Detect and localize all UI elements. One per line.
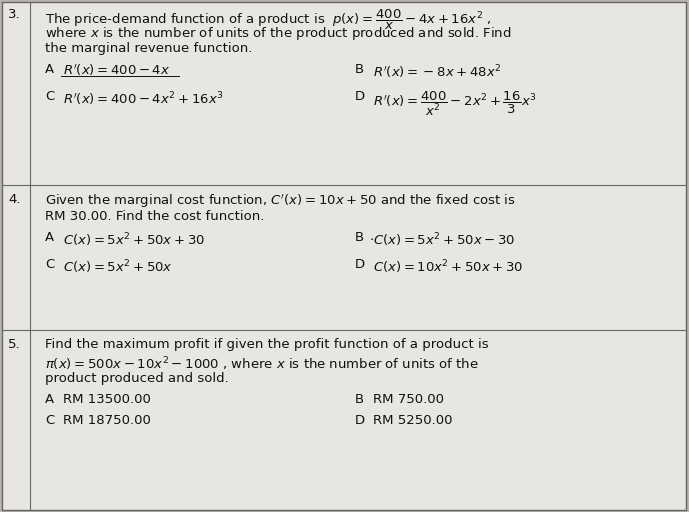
Text: Find the maximum profit if given the profit function of a product is: Find the maximum profit if given the pro…: [45, 338, 489, 351]
Text: C: C: [45, 90, 54, 103]
Text: $R'(x)=-8x+48x^2$: $R'(x)=-8x+48x^2$: [373, 63, 502, 80]
Text: RM 750.00: RM 750.00: [373, 393, 444, 406]
Text: $\cdot C(x)=5x^2+50x-30$: $\cdot C(x)=5x^2+50x-30$: [369, 231, 515, 249]
Text: RM 30.00. Find the cost function.: RM 30.00. Find the cost function.: [45, 210, 265, 223]
Text: $C(x)=10x^2+50x+30$: $C(x)=10x^2+50x+30$: [373, 258, 524, 275]
Text: B: B: [355, 393, 364, 406]
Text: RM 5250.00: RM 5250.00: [373, 414, 453, 427]
Text: $\pi(x)=500x-10x^2-1000$ , where $x$ is the number of units of the: $\pi(x)=500x-10x^2-1000$ , where $x$ is …: [45, 355, 479, 373]
Text: $R'(x)=\dfrac{400}{x^2}-2x^2+\dfrac{16}{3}x^3$: $R'(x)=\dfrac{400}{x^2}-2x^2+\dfrac{16}{…: [373, 90, 537, 118]
Text: D: D: [355, 258, 365, 271]
Text: RM 13500.00: RM 13500.00: [63, 393, 151, 406]
Text: 4.: 4.: [8, 193, 21, 206]
Text: $C(x)=5x^2+50x$: $C(x)=5x^2+50x$: [63, 258, 173, 275]
Text: the marginal revenue function.: the marginal revenue function.: [45, 42, 252, 55]
Text: product produced and sold.: product produced and sold.: [45, 372, 229, 385]
Text: Given the marginal cost function, $C'(x)=10x+50$ and the fixed cost is: Given the marginal cost function, $C'(x)…: [45, 193, 516, 210]
Text: A: A: [45, 63, 54, 76]
Text: The price-demand function of a product is  $p(x)=\dfrac{400}{x}-4x+16x^2$ ,: The price-demand function of a product i…: [45, 8, 491, 32]
Text: RM 18750.00: RM 18750.00: [63, 414, 151, 427]
Text: A: A: [45, 231, 54, 244]
Text: C: C: [45, 414, 54, 427]
Text: A: A: [45, 393, 54, 406]
Text: $R'(x)=400-4x$: $R'(x)=400-4x$: [63, 63, 170, 78]
Text: 3.: 3.: [8, 8, 21, 21]
Text: C: C: [45, 258, 54, 271]
Text: $R'(x)=400-4x^2+16x^3$: $R'(x)=400-4x^2+16x^3$: [63, 90, 224, 108]
Text: where $x$ is the number of units of the product produced and sold. Find: where $x$ is the number of units of the …: [45, 25, 511, 42]
Text: $C(x)=5x^2+50x+30$: $C(x)=5x^2+50x+30$: [63, 231, 205, 249]
Text: D: D: [355, 414, 365, 427]
Text: D: D: [355, 90, 365, 103]
Text: 5.: 5.: [8, 338, 21, 351]
Text: B: B: [355, 231, 364, 244]
Text: B: B: [355, 63, 364, 76]
